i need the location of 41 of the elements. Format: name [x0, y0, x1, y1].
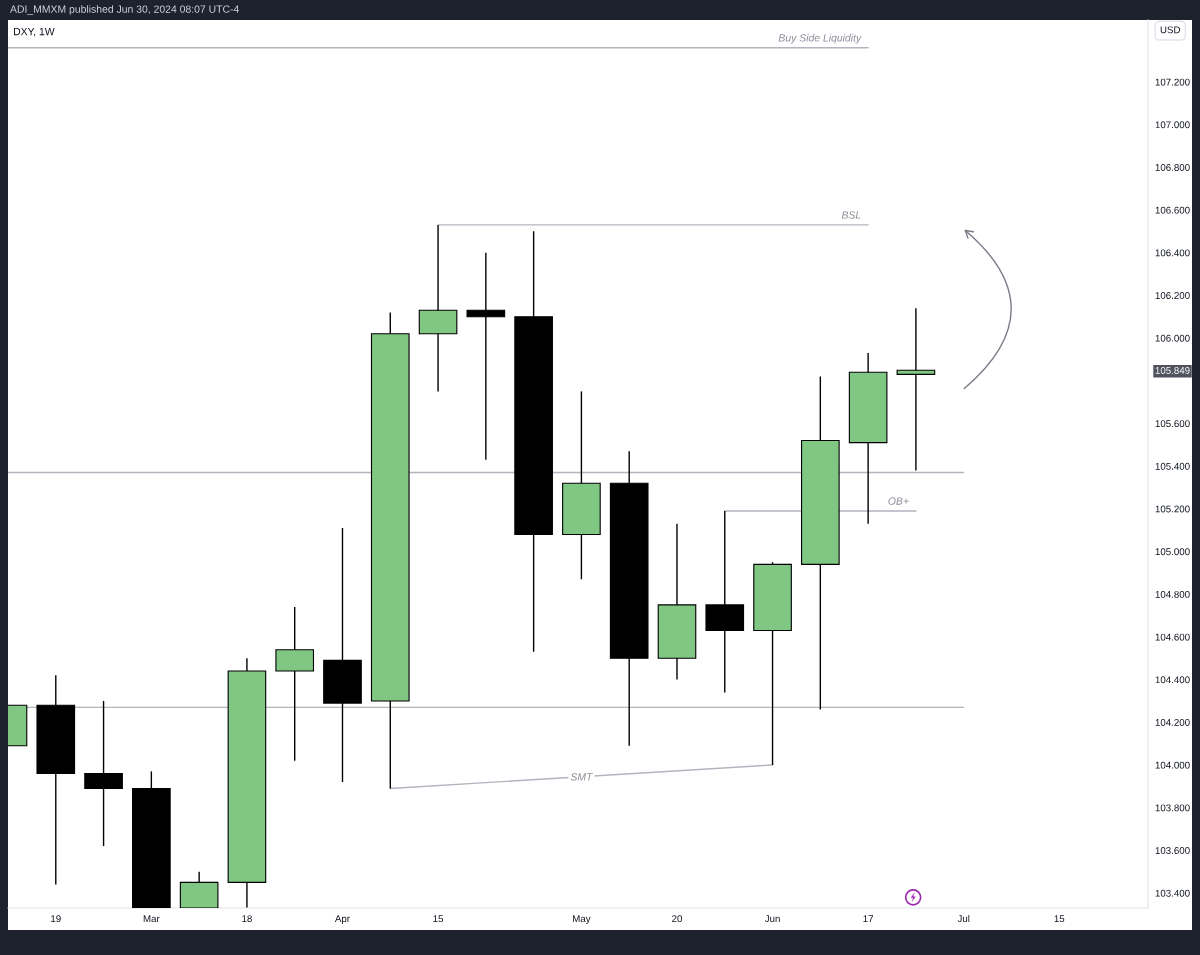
y-tick-label: 107.000 — [1155, 121, 1190, 129]
y-tick-label: 106.200 — [1155, 292, 1190, 299]
y-tick-label: 106.400 — [1155, 249, 1190, 257]
x-tick-label: Apr — [334, 915, 350, 925]
y-tick-label: 104.000 — [1155, 761, 1190, 769]
y-tick-label: 105.849 — [1155, 367, 1190, 374]
y-tick-label: 105.200 — [1155, 505, 1190, 513]
x-tick-label: May — [573, 915, 591, 925]
chart-subtitle: ADI_MMXM published Jun 30, 2024 08:07 UTC-4 — [10, 5, 239, 15]
candlestick — [84, 700, 123, 847]
y-tick-label: 104.800 — [1155, 590, 1190, 598]
y-tick-label: 107.200 — [1155, 78, 1190, 86]
y-axis-title: USD — [1160, 26, 1181, 34]
x-tick-label: Mar — [143, 915, 160, 923]
x-tick-label: Jul — [957, 914, 970, 923]
y-tick-label: 106.000 — [1155, 334, 1190, 342]
y-tick-label: 103.600 — [1155, 847, 1190, 854]
y-tick-label: 105.600 — [1155, 420, 1190, 428]
x-tick-label: 19 — [51, 915, 61, 923]
y-tick-label: 106.600 — [1155, 206, 1190, 214]
y-tick-label: 106.800 — [1155, 164, 1190, 171]
text: DXY, 1W — [13, 27, 55, 37]
series-label: OB+ — [888, 497, 909, 505]
y-tick-label: 105.400 — [1155, 462, 1190, 470]
x-tick-label: 15 — [1054, 915, 1065, 923]
y-tick-label: 103.800 — [1155, 804, 1190, 812]
x-tick-label: 18 — [242, 915, 252, 923]
candlestick — [896, 307, 936, 472]
series-label: Buy Side Liquidity — [778, 33, 862, 44]
x-tick-label: 20 — [672, 915, 683, 923]
annotation: SMT — [570, 773, 594, 781]
x-tick-label: 17 — [863, 915, 874, 922]
candlestick — [466, 251, 506, 461]
x-tick-label: 15 — [433, 915, 444, 923]
y-tick-label: 104.400 — [1155, 676, 1190, 684]
y-tick-label: 103.400 — [1155, 889, 1190, 897]
y-tick-label: 104.200 — [1155, 719, 1190, 726]
y-tick-label: 105.000 — [1155, 548, 1190, 556]
y-tick-label: 104.600 — [1155, 633, 1190, 641]
series-label: BSL — [841, 211, 861, 219]
x-tick-label: Jun — [764, 915, 780, 923]
